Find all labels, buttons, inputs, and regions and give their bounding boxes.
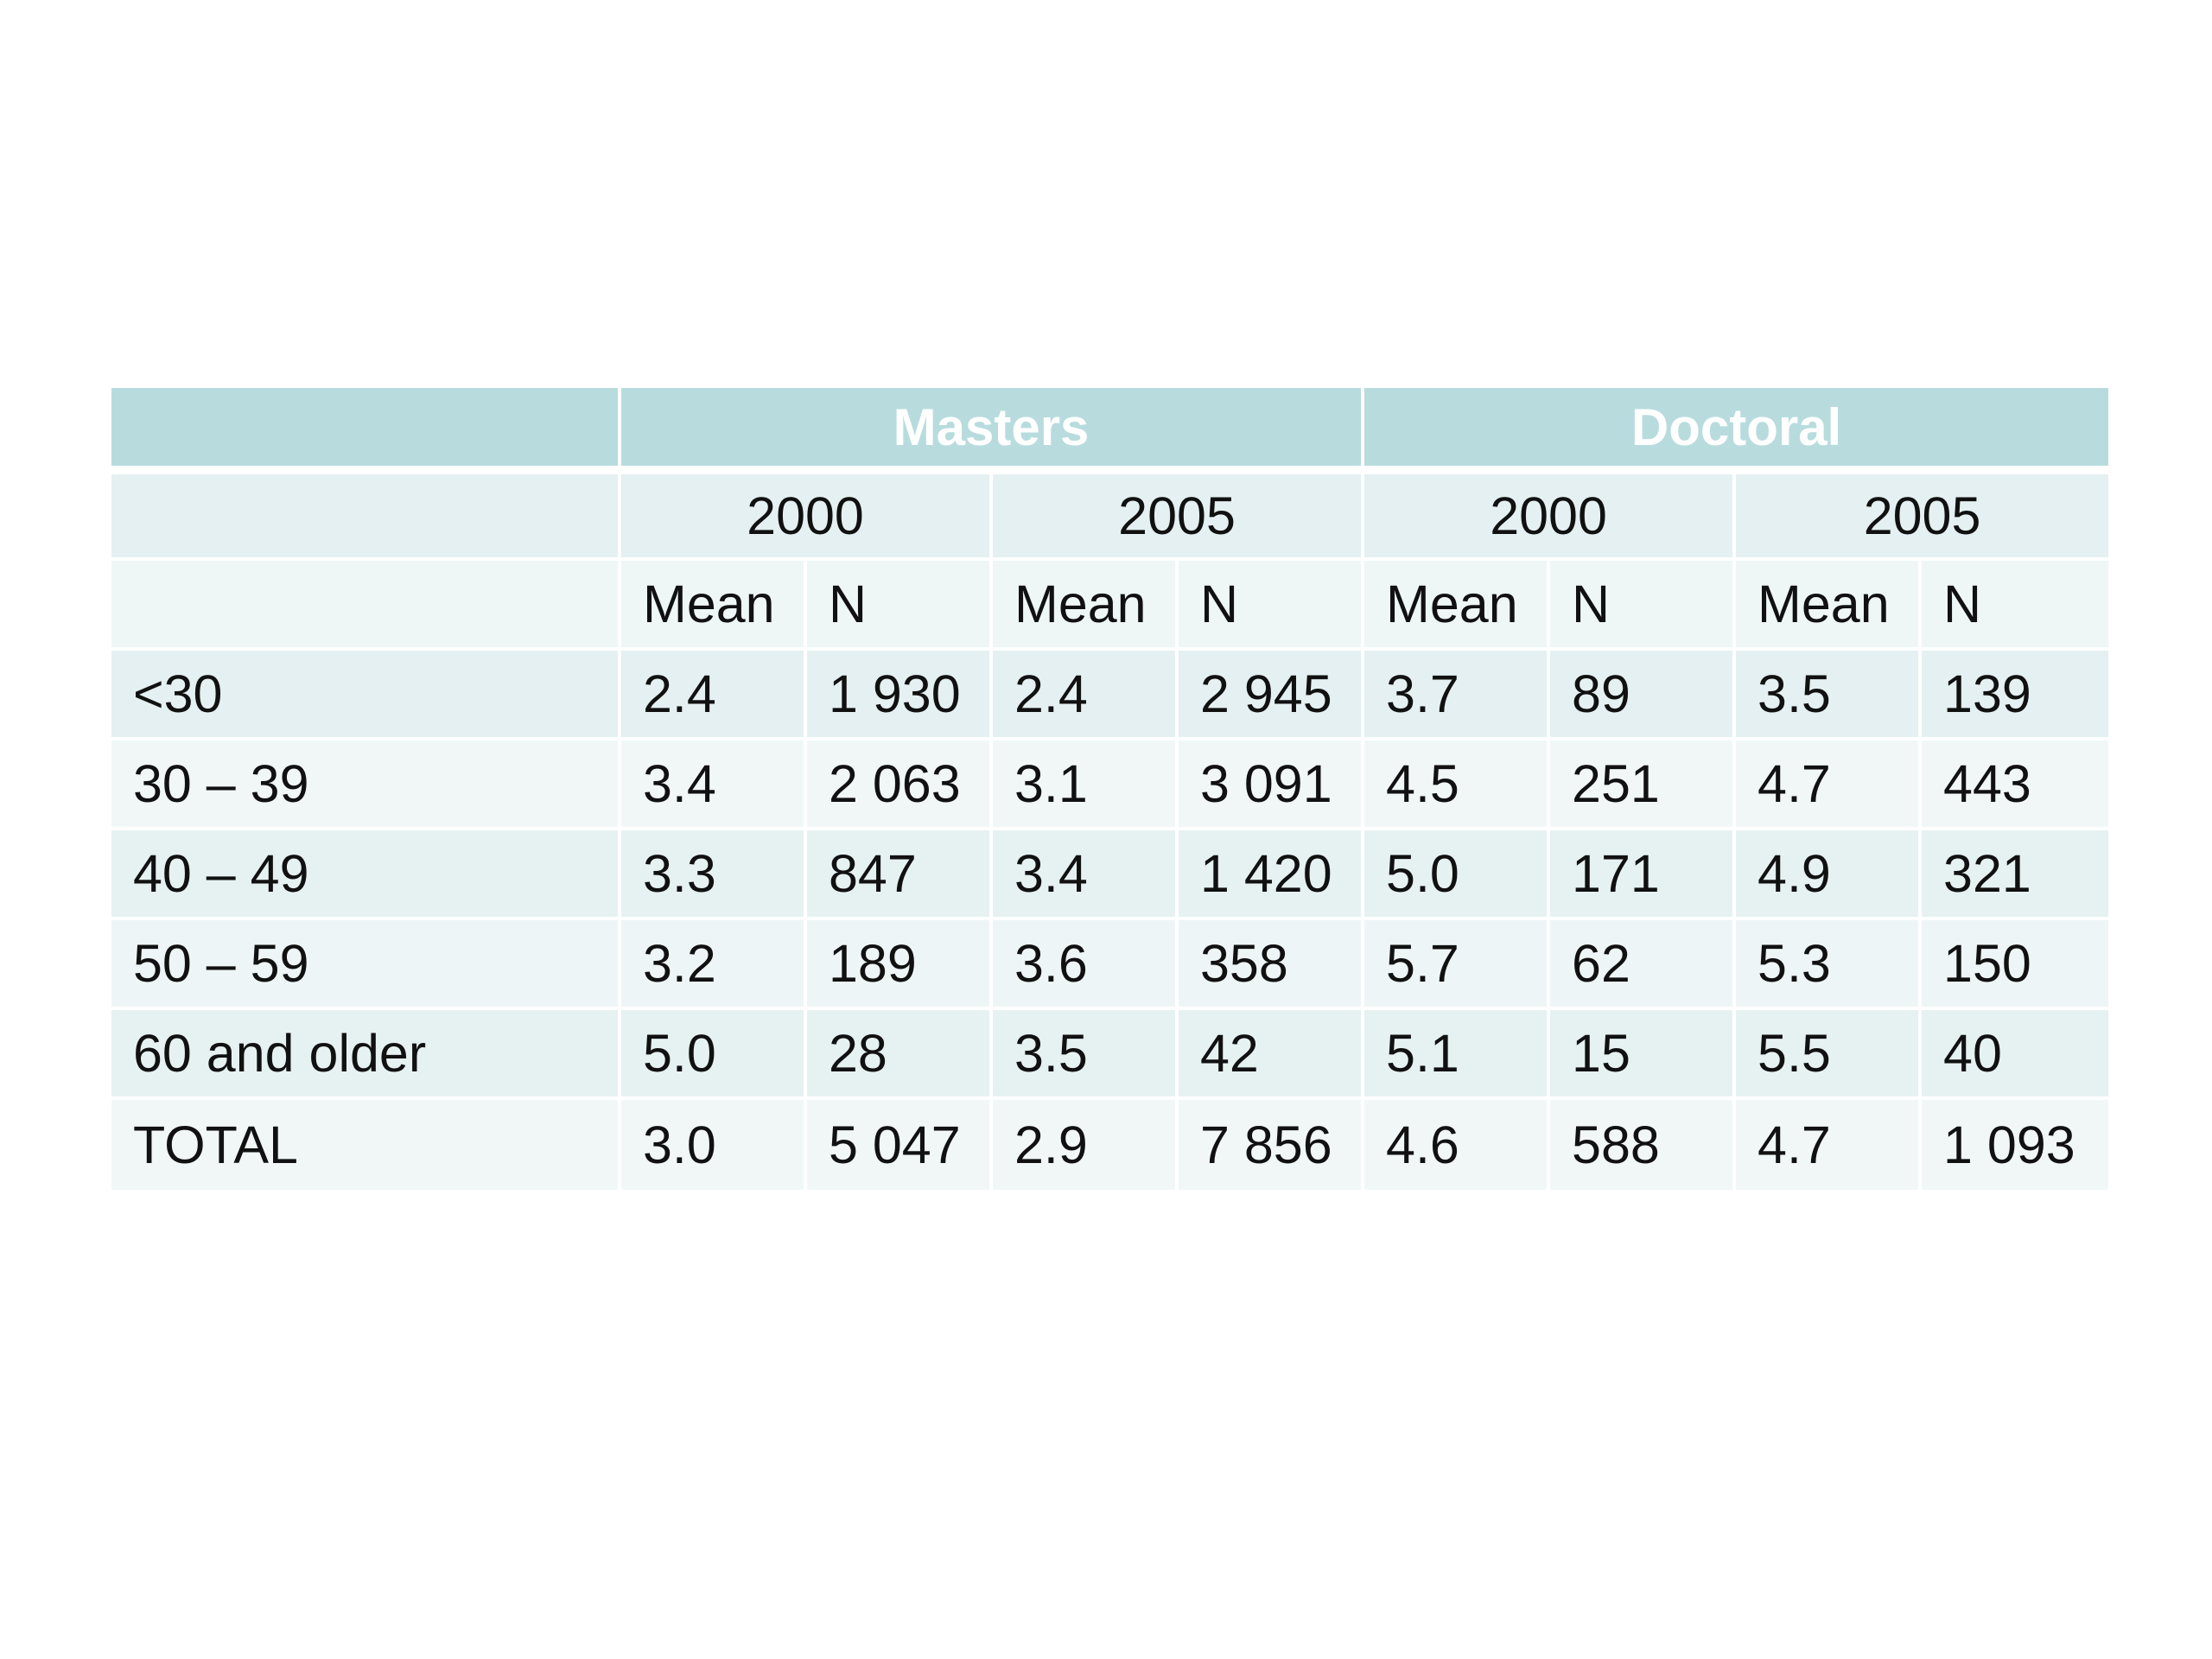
table-cell: 3.5 — [1736, 651, 1923, 741]
metric-header-row: Mean N Mean N Mean N Mean N — [111, 561, 2109, 651]
table-cell: 4.7 — [1736, 741, 1923, 830]
table-cell: 5.0 — [621, 1010, 807, 1100]
table-cell: 15 — [1550, 1010, 1737, 1100]
table-row: 30 – 39 3.4 2 063 3.1 3 091 4.5 251 4.7 … — [111, 741, 2109, 830]
table-cell: 139 — [1922, 651, 2109, 741]
table-cell: 2 063 — [807, 741, 993, 830]
table-cell: 171 — [1550, 830, 1737, 920]
table-cell: 2 945 — [1179, 651, 1365, 741]
table-row: 60 and older 5.0 28 3.5 42 5.1 15 5.5 40 — [111, 1010, 2109, 1100]
metric-header-cell: N — [1922, 561, 2109, 651]
table-cell: 4.5 — [1364, 741, 1551, 830]
metric-header-cell: Mean — [1736, 561, 1923, 651]
table-cell: 5.3 — [1736, 920, 1923, 1010]
table-cell: 4.9 — [1736, 830, 1923, 920]
table-cell: 40 — [1922, 1010, 2109, 1100]
metric-header-cell: N — [1179, 561, 1365, 651]
row-label: 30 – 39 — [111, 741, 621, 830]
table-cell: 42 — [1179, 1010, 1365, 1100]
metric-corner-cell — [111, 561, 621, 651]
table-cell: 1 930 — [807, 651, 993, 741]
metric-header-cell: N — [1550, 561, 1737, 651]
table-cell: 4.6 — [1364, 1100, 1551, 1190]
table-cell: 1 420 — [1179, 830, 1365, 920]
year-header-cell: 2005 — [993, 474, 1365, 561]
table-cell: 251 — [1550, 741, 1737, 830]
table-cell: 150 — [1922, 920, 2109, 1010]
table-cell: 3.0 — [621, 1100, 807, 1190]
table-cell: 89 — [1550, 651, 1737, 741]
year-header-cell: 2000 — [1364, 474, 1737, 561]
table-row: 50 – 59 3.2 189 3.6 358 5.7 62 5.3 150 — [111, 920, 2109, 1010]
row-label: 40 – 49 — [111, 830, 621, 920]
table-cell: 4.7 — [1736, 1100, 1923, 1190]
metric-header-cell: Mean — [993, 561, 1179, 651]
table-cell: 3.6 — [993, 920, 1179, 1010]
table-cell: 321 — [1922, 830, 2109, 920]
table-cell: 1 093 — [1922, 1100, 2109, 1190]
year-corner-cell — [111, 474, 621, 561]
table-cell: 189 — [807, 920, 993, 1010]
table-cell: 3.5 — [993, 1010, 1179, 1100]
year-header-cell: 2005 — [1736, 474, 2109, 561]
table-cell: 3.4 — [621, 741, 807, 830]
row-label: 50 – 59 — [111, 920, 621, 1010]
row-label: TOTAL — [111, 1100, 621, 1190]
row-label: <30 — [111, 651, 621, 741]
group-header-row: Masters Doctoral — [111, 388, 2109, 474]
table-cell: 3 091 — [1179, 741, 1365, 830]
table-cell: 847 — [807, 830, 993, 920]
year-header-cell: 2000 — [621, 474, 993, 561]
table-cell: 5.5 — [1736, 1010, 1923, 1100]
table-cell: 443 — [1922, 741, 2109, 830]
metric-header-cell: Mean — [1364, 561, 1551, 651]
table-cell: 5 047 — [807, 1100, 993, 1190]
table-cell: 358 — [1179, 920, 1365, 1010]
table-cell: 5.1 — [1364, 1010, 1551, 1100]
data-table: Masters Doctoral 2000 2005 2000 2005 Mea… — [111, 388, 2109, 1190]
table-cell: 3.4 — [993, 830, 1179, 920]
table-cell: 28 — [807, 1010, 993, 1100]
table-cell: 3.1 — [993, 741, 1179, 830]
table-cell: 7 856 — [1179, 1100, 1365, 1190]
table-cell: 588 — [1550, 1100, 1737, 1190]
year-header-row: 2000 2005 2000 2005 — [111, 474, 2109, 561]
table-cell: 5.0 — [1364, 830, 1551, 920]
table-cell: 3.7 — [1364, 651, 1551, 741]
table-cell: 2.4 — [621, 651, 807, 741]
table-row: <30 2.4 1 930 2.4 2 945 3.7 89 3.5 139 — [111, 651, 2109, 741]
table-row-total: TOTAL 3.0 5 047 2.9 7 856 4.6 588 4.7 1 … — [111, 1100, 2109, 1190]
table-cell: 62 — [1550, 920, 1737, 1010]
group-header-doctoral: Doctoral — [1364, 388, 2109, 474]
row-label: 60 and older — [111, 1010, 621, 1100]
metric-header-cell: N — [807, 561, 993, 651]
table-cell: 3.3 — [621, 830, 807, 920]
table-cell: 3.2 — [621, 920, 807, 1010]
table-cell: 2.9 — [993, 1100, 1179, 1190]
table-cell: 2.4 — [993, 651, 1179, 741]
corner-cell — [111, 388, 621, 474]
metric-header-cell: Mean — [621, 561, 807, 651]
group-header-masters: Masters — [621, 388, 1365, 474]
table-cell: 5.7 — [1364, 920, 1551, 1010]
table-row: 40 – 49 3.3 847 3.4 1 420 5.0 171 4.9 32… — [111, 830, 2109, 920]
